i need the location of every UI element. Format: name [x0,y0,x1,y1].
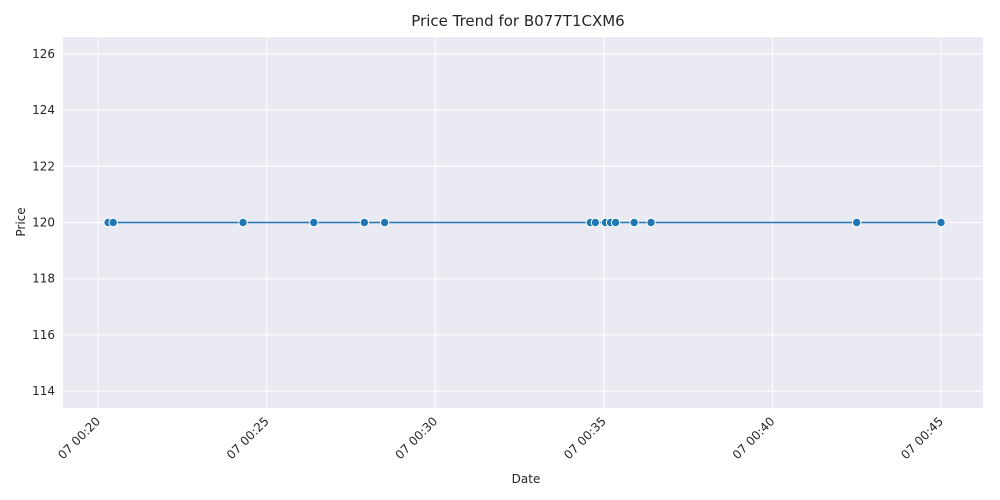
x-tick-label: 07 00:25 [224,414,272,462]
data-point [646,217,656,228]
x-tick-label: 07 00:45 [898,414,946,462]
y-tick-label: 120 [32,216,55,230]
data-point [359,217,370,228]
data-point [936,217,946,228]
y-tick-label: 126 [32,47,55,61]
y-tick-label: 116 [32,328,55,342]
data-point [309,217,319,228]
x-axis-ticks: 07 00:20 07 00:25 07 00:30 07 00:35 07 00:40… [55,414,946,462]
y-tick-label: 122 [32,159,55,173]
data-point [852,217,862,228]
price-series [103,217,946,228]
x-tick-label: 07 00:35 [561,414,609,462]
x-tick-label: 07 00:20 [55,414,103,462]
y-tick-label: 114 [32,384,55,398]
data-point [238,217,248,228]
data-point [590,217,601,228]
y-axis-label: Price [14,207,28,236]
x-axis-label: Date [512,472,541,486]
y-tick-label: 124 [32,103,55,117]
x-tick-label: 07 00:30 [392,414,440,462]
data-point [108,217,118,228]
data-point [379,217,390,228]
data-point [629,217,639,228]
chart-title: Price Trend for B077T1CXM6 [411,12,624,30]
y-tick-label: 118 [32,272,55,286]
x-tick-label: 07 00:40 [730,414,778,462]
y-axis-ticks: 114 116 118 120 122 124 126 [32,47,55,398]
data-point [610,217,621,228]
